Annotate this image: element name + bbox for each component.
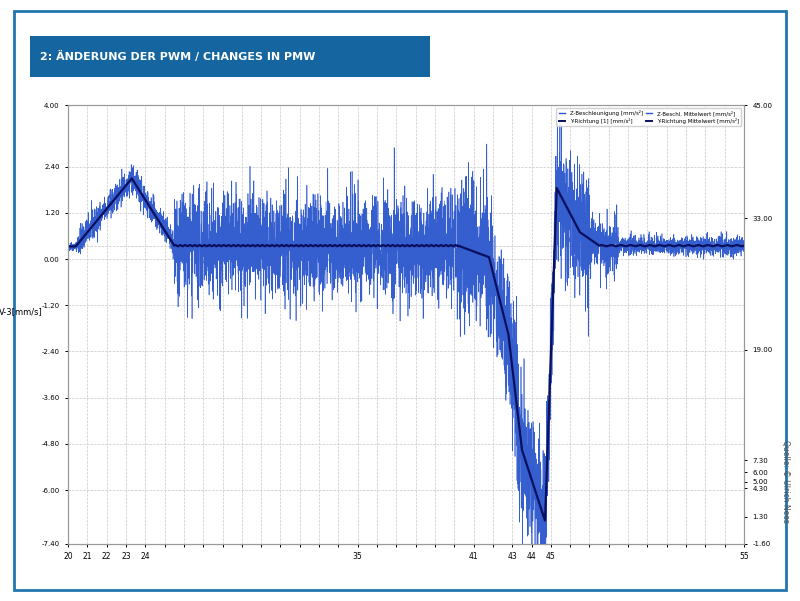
- Legend: Z-Beschleunigung [mm/s²], Y-Richtung [1] [mm/s²], Z-Beschl. Mittelwert [mm/s²], : Z-Beschleunigung [mm/s²], Y-Richtung [1]…: [557, 108, 742, 126]
- Text: Quelle: © Ulrich Nees: Quelle: © Ulrich Nees: [781, 440, 790, 523]
- Y-axis label: V-3[mm/s]: V-3[mm/s]: [0, 307, 42, 316]
- Text: 2: ÄNDERUNG DER PWM / CHANGES IN PMW: 2: ÄNDERUNG DER PWM / CHANGES IN PMW: [40, 51, 315, 62]
- Bar: [30, 36, 430, 77]
